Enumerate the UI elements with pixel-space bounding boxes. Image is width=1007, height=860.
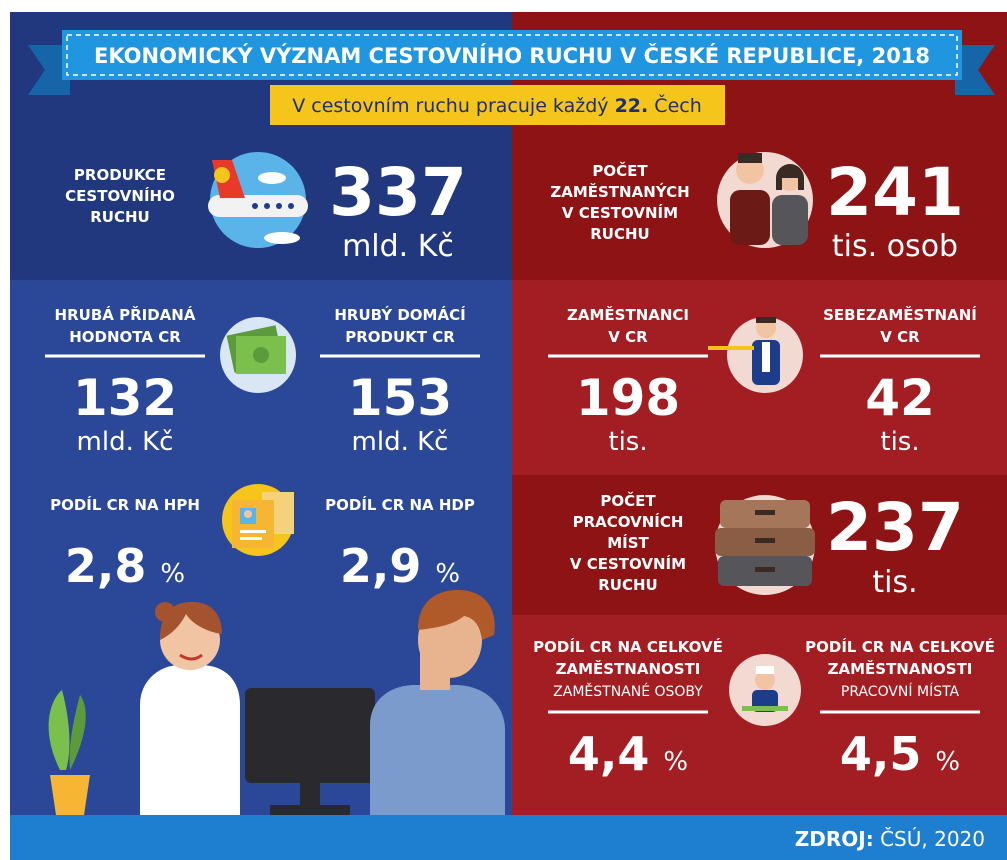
label: PODÍL CR NA HPH bbox=[50, 495, 200, 514]
subtitle: V cestovním ruchu pracuje každý 22. Čech bbox=[292, 93, 702, 117]
label-line: ZAMĚSTNANÝCH bbox=[550, 182, 689, 201]
label-line: V CR bbox=[608, 328, 648, 346]
label-line: RUCHU bbox=[598, 576, 657, 594]
label-line: ZAMĚSTNANOSTI bbox=[556, 659, 701, 678]
value: 4,4 bbox=[568, 727, 650, 781]
percentage: 4,5% bbox=[840, 727, 960, 781]
unit: tis. bbox=[872, 565, 917, 600]
subtitle-text: V cestovním ruchu pracuje každý bbox=[292, 95, 608, 117]
value: 132 bbox=[73, 369, 177, 427]
value: 237 bbox=[826, 489, 964, 566]
unit: mld. Kč bbox=[342, 229, 454, 264]
label-line: RUCHU bbox=[90, 208, 149, 226]
plane-icon bbox=[208, 152, 308, 248]
value: 42 bbox=[865, 369, 935, 427]
document-icon bbox=[222, 484, 294, 556]
unit: % bbox=[435, 559, 460, 589]
value: 337 bbox=[329, 154, 467, 231]
unit: tis. osob bbox=[832, 229, 958, 264]
sublabel: ZAMĚSTNANÉ OSOBY bbox=[553, 683, 703, 700]
label-line: ZAMĚSTNANCI bbox=[567, 305, 689, 324]
label-line: SEBEZAMĚSTNANÍ bbox=[823, 305, 977, 324]
unit: mld. Kč bbox=[77, 427, 174, 457]
unit: mld. Kč bbox=[352, 427, 449, 457]
value: 2,8 bbox=[65, 539, 147, 593]
subtitle-number: 22. bbox=[615, 95, 649, 117]
label-line: HRUBÁ PŘIDANÁ bbox=[55, 305, 196, 324]
label-line: PRODUKT CR bbox=[345, 328, 455, 346]
percentage: 2,9% bbox=[340, 539, 460, 593]
source: ČSÚ, 2020 bbox=[880, 827, 985, 851]
label-line: PODÍL CR NA CELKOVÉ bbox=[533, 637, 723, 656]
label-line: CESTOVNÍHO bbox=[65, 186, 175, 205]
luggage-icon bbox=[715, 495, 815, 595]
unit: % bbox=[935, 747, 960, 777]
label-line: PRODUKCE bbox=[74, 166, 166, 184]
label-line: ZAMĚSTNANOSTI bbox=[828, 659, 973, 678]
label-line: MÍST bbox=[607, 533, 649, 552]
label-line: V CESTOVNÍM bbox=[570, 554, 686, 573]
value: 198 bbox=[576, 369, 680, 427]
title-ribbon: EKONOMICKÝ VÝZNAM CESTOVNÍHO RUCHU V ČES… bbox=[28, 30, 995, 125]
value: 2,9 bbox=[340, 539, 422, 593]
label-line: PRACOVNÍCH bbox=[573, 512, 684, 531]
percentage: 2,8% bbox=[65, 539, 185, 593]
cook-icon bbox=[729, 654, 801, 726]
unit: tis. bbox=[880, 427, 919, 457]
label-line: RUCHU bbox=[590, 225, 649, 243]
label-line: PODÍL CR NA CELKOVÉ bbox=[805, 637, 995, 656]
subtitle-text: Čech bbox=[654, 93, 701, 117]
reception-illustration bbox=[48, 590, 505, 815]
label-line: V CR bbox=[880, 328, 920, 346]
unit: tis. bbox=[608, 427, 647, 457]
value: 241 bbox=[826, 154, 964, 231]
label-line: V CESTOVNÍM bbox=[562, 203, 678, 222]
value: 4,5 bbox=[840, 727, 922, 781]
unit: % bbox=[663, 747, 688, 777]
footer-source: ZDROJ: ČSÚ, 2020 bbox=[795, 827, 985, 851]
value: 153 bbox=[348, 369, 452, 427]
waiter-icon bbox=[708, 317, 803, 393]
label: PODÍL CR NA HDP bbox=[325, 495, 475, 514]
label-line: HODNOTA CR bbox=[69, 328, 181, 346]
unit: % bbox=[160, 559, 185, 589]
sublabel: PRACOVNÍ MÍSTA bbox=[841, 683, 960, 700]
staff-icon bbox=[717, 152, 813, 248]
label-line: POČET bbox=[592, 161, 648, 180]
label-line: HRUBÝ DOMÁCÍ bbox=[334, 305, 466, 324]
label-line: POČET bbox=[600, 491, 656, 510]
money-icon bbox=[220, 317, 296, 393]
title: EKONOMICKÝ VÝZNAM CESTOVNÍHO RUCHU V ČES… bbox=[94, 43, 930, 68]
source-label: ZDROJ: bbox=[795, 827, 874, 851]
percentage: 4,4% bbox=[568, 727, 688, 781]
